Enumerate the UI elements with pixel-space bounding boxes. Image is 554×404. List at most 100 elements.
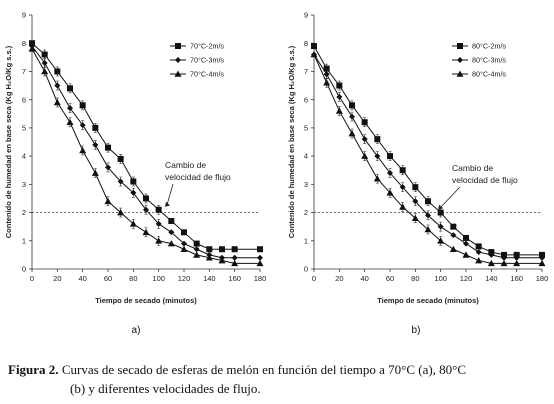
data-point — [437, 237, 445, 244]
annotation-arrow — [166, 183, 174, 206]
data-point — [387, 153, 393, 160]
data-point — [373, 175, 381, 182]
y-tick-label: 3 — [22, 180, 26, 189]
data-point — [181, 240, 187, 247]
data-point — [231, 246, 238, 253]
data-point — [463, 240, 469, 247]
data-point — [487, 259, 495, 267]
figure-caption: Figura 2. Curvas de secado de esferas de… — [8, 360, 548, 398]
data-point — [538, 259, 546, 267]
x-axis-label: Tiempo de secado (minutos) — [95, 296, 197, 305]
data-point — [425, 198, 431, 205]
y-tick-label: 1 — [22, 236, 26, 245]
data-point — [206, 246, 213, 253]
legend-marker — [175, 57, 181, 63]
legend-label: 70°C-2m/s — [190, 42, 224, 51]
data-point — [257, 254, 263, 261]
data-point — [79, 122, 86, 129]
data-point — [219, 246, 225, 253]
legend-marker — [175, 43, 181, 49]
x-tick-label: 180 — [536, 274, 549, 283]
data-point — [117, 155, 124, 162]
data-point — [488, 251, 495, 258]
data-point — [66, 118, 74, 126]
y-tick-label: 2 — [304, 208, 308, 217]
data-point — [374, 153, 381, 160]
x-tick-label: 100 — [434, 274, 447, 283]
y-tick-label: 7 — [304, 67, 308, 76]
data-point — [361, 119, 368, 126]
chart-b: 0 1 2 3 4 5 6 7 8 9 0 20 40 60 80 100 120 140 160 180 Tiempo… — [287, 11, 548, 336]
y-tick-label: 9 — [304, 11, 308, 20]
y-tick-label: 4 — [304, 152, 308, 161]
series-line — [313, 45, 542, 256]
data-point — [311, 43, 317, 50]
x-tick-label: 20 — [53, 274, 61, 283]
data-point — [168, 218, 175, 225]
data-point — [361, 136, 368, 143]
legend-label: 80°C-3m/s — [472, 56, 506, 65]
data-point — [399, 203, 407, 210]
data-point — [539, 254, 545, 261]
data-point — [475, 243, 482, 250]
data-point — [54, 82, 61, 89]
data-point — [475, 249, 482, 256]
data-point — [450, 232, 457, 239]
data-point — [105, 144, 111, 151]
data-point — [79, 102, 86, 109]
data-point — [336, 82, 343, 89]
y-tick-label: 0 — [304, 265, 308, 274]
legend-label: 80°C-4m/s — [472, 70, 506, 79]
data-point — [41, 67, 49, 75]
legend-marker — [457, 57, 463, 63]
y-tick-label: 1 — [304, 236, 308, 245]
legend-marker — [457, 43, 463, 49]
data-point — [437, 209, 444, 216]
y-axis-label: Contenido de humedad en base seca (Kg H₂… — [4, 45, 13, 238]
x-tick-label: 80 — [129, 274, 137, 283]
data-point — [54, 68, 61, 75]
y-tick-label: 2 — [22, 208, 26, 217]
panel-label: b) — [412, 325, 421, 336]
data-point — [463, 234, 469, 241]
y-tick-label: 6 — [22, 95, 26, 104]
x-tick-label: 140 — [203, 274, 216, 283]
data-point — [193, 246, 200, 253]
y-tick-label: 0 — [22, 265, 26, 274]
data-point — [67, 85, 73, 92]
data-point — [28, 45, 36, 52]
data-point — [205, 254, 213, 261]
data-point — [323, 71, 330, 78]
data-point — [425, 212, 431, 219]
y-tick-label: 8 — [304, 39, 308, 48]
panel-label: a) — [132, 325, 141, 336]
data-point — [310, 51, 318, 58]
data-point — [79, 146, 87, 154]
data-point — [67, 105, 73, 112]
data-point — [323, 65, 330, 72]
data-point — [105, 164, 111, 171]
y-tick-label: 8 — [22, 39, 26, 48]
data-point — [412, 184, 419, 191]
caption-line2: (b) y diferentes velocidades de flujo. — [70, 381, 261, 396]
data-point — [399, 184, 406, 191]
data-point — [374, 136, 381, 143]
y-tick-label: 7 — [22, 67, 26, 76]
series-line — [313, 54, 542, 264]
caption-line1: Curvas de secado de esferas de melón en … — [58, 362, 467, 377]
annotation-arrowhead — [165, 201, 170, 207]
data-point — [257, 246, 263, 253]
data-point — [193, 251, 201, 258]
data-point — [142, 228, 150, 236]
x-tick-label: 40 — [78, 274, 86, 283]
y-tick-label: 5 — [304, 123, 308, 132]
data-point — [412, 198, 419, 205]
y-tick-label: 6 — [304, 95, 308, 104]
annotation-arrow — [439, 186, 461, 209]
data-point — [256, 259, 264, 267]
data-point — [41, 51, 48, 58]
data-point — [387, 170, 393, 177]
data-point — [513, 254, 520, 261]
data-point — [180, 245, 188, 253]
data-point — [167, 240, 175, 247]
